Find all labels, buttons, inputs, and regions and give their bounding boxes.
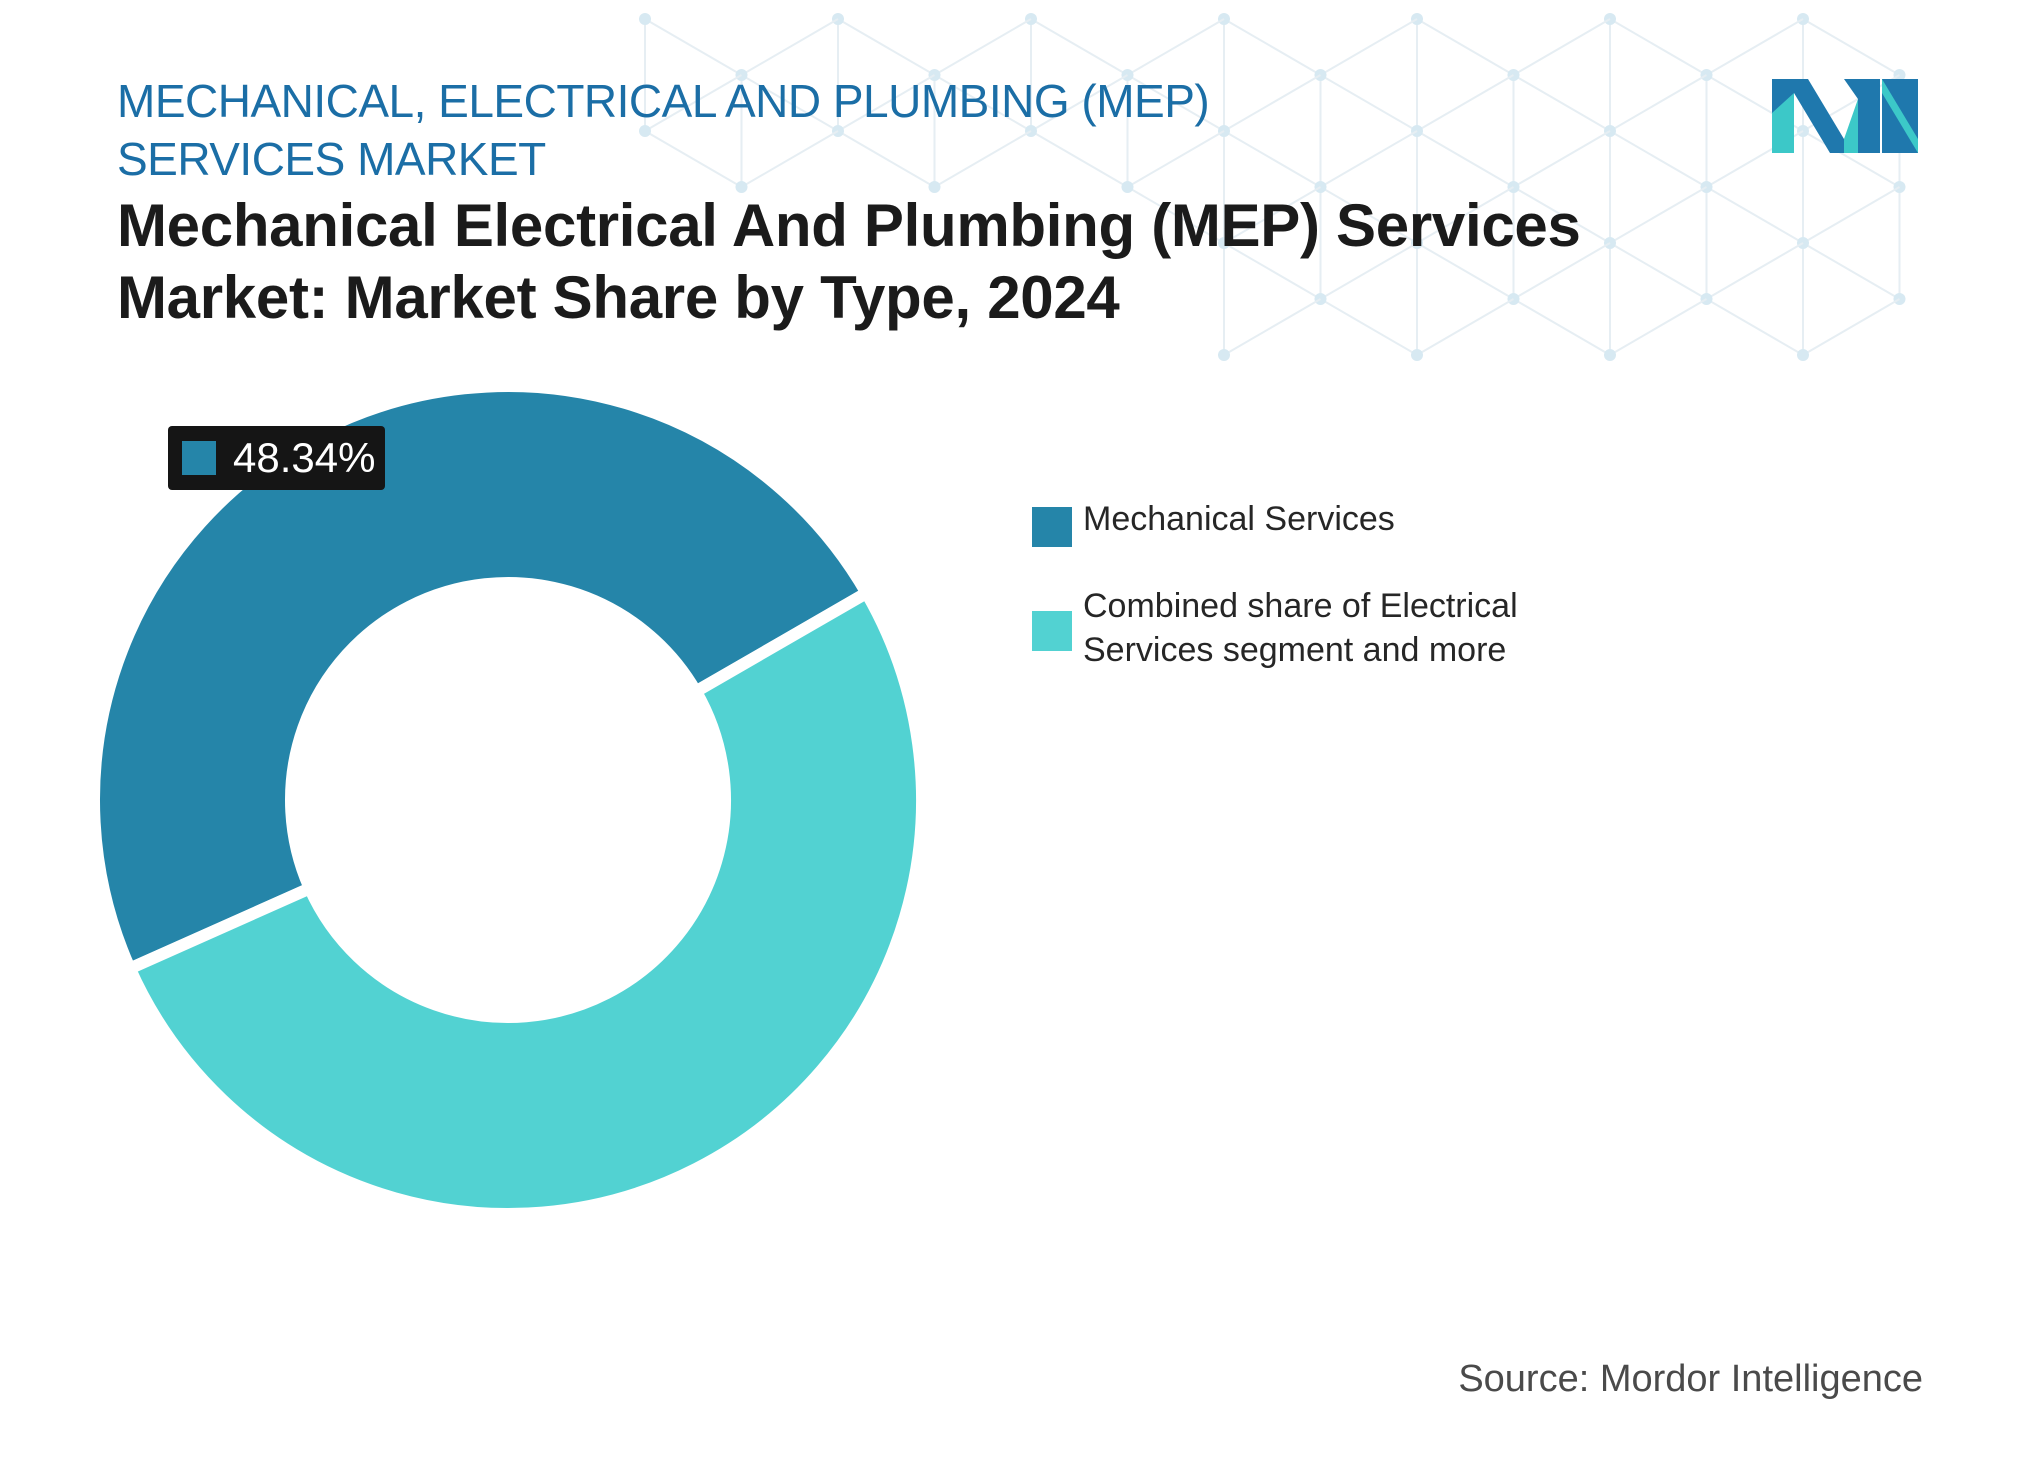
donut-slice-0 — [88, 380, 875, 977]
legend-item-combined: Combined share of Electrical Services se… — [1032, 587, 1732, 672]
donut-slice-1 — [121, 584, 928, 1220]
chart-legend: Mechanical Services Combined share of El… — [1032, 500, 1732, 712]
source-note: Source: Mordor Intelligence — [1458, 1358, 1923, 1400]
legend-label-combined: Combined share of Electrical Services se… — [1083, 587, 1518, 669]
legend-label-mechanical: Mechanical Services — [1083, 500, 1395, 538]
legend-item-mechanical: Mechanical Services — [1032, 500, 1732, 547]
data-label-swatch — [182, 441, 216, 475]
data-label-mechanical: 48.34% — [168, 426, 386, 490]
data-label-text: 48.34% — [233, 434, 376, 481]
chart-title: Mechanical Electrical And Plumbing (MEP)… — [117, 192, 1581, 331]
report-supertitle: MECHANICAL, ELECTRICAL AND PLUMBING (MEP… — [117, 75, 1210, 185]
mordor-intelligence-logo-icon — [1772, 79, 1918, 153]
legend-swatch-combined — [1032, 611, 1072, 651]
legend-swatch-mechanical — [1032, 507, 1072, 547]
